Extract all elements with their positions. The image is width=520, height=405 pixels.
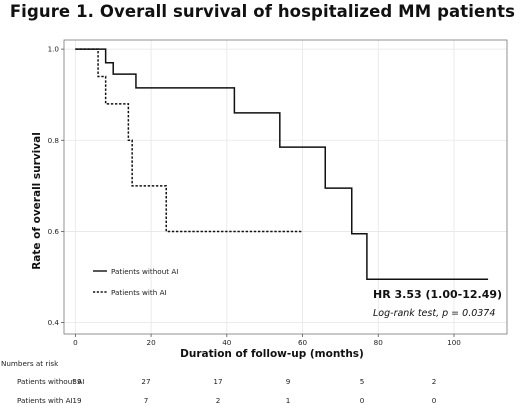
legend-label-with-ai: Patients with AI bbox=[111, 288, 167, 297]
x-axis-ticks: 0 20 40 60 80 100 bbox=[73, 334, 461, 347]
risk-value: 39 bbox=[72, 377, 82, 386]
risk-value: 9 bbox=[286, 377, 291, 386]
risk-table-header: Numbers at risk bbox=[1, 359, 59, 368]
logrank-annotation: Log-rank test, p = 0.0374 bbox=[373, 308, 495, 319]
x-tick-label: 80 bbox=[374, 338, 384, 347]
risk-value: 19 bbox=[72, 396, 82, 405]
x-tick-label: 100 bbox=[447, 338, 461, 347]
x-axis-label: Duration of follow-up (months) bbox=[180, 348, 364, 360]
legend: Patients without AI Patients with AI bbox=[93, 267, 178, 297]
km-curve-with-ai bbox=[75, 48, 303, 233]
y-tick-label: 0.6 bbox=[48, 227, 60, 236]
x-tick-label: 40 bbox=[222, 338, 232, 347]
x-tick-label: 20 bbox=[147, 338, 157, 347]
grid-lines bbox=[64, 40, 507, 334]
risk-value: 2 bbox=[432, 377, 437, 386]
risk-value: 1 bbox=[286, 396, 291, 405]
y-axis-ticks: 0.4 0.6 0.8 1.0 bbox=[48, 45, 64, 327]
risk-value: 7 bbox=[144, 396, 149, 405]
risk-value: 0 bbox=[360, 396, 365, 405]
risk-row-label-without-ai: Patients without AI bbox=[17, 377, 84, 386]
risk-value: 27 bbox=[141, 377, 150, 386]
hazard-ratio-annotation: HR 3.53 (1.00-12.49) bbox=[373, 288, 502, 301]
risk-value: 17 bbox=[213, 377, 222, 386]
risk-row-label-with-ai: Patients with AI bbox=[17, 396, 73, 405]
risk-table-values: 39 27 17 9 5 2 19 7 2 1 0 0 bbox=[72, 377, 436, 405]
y-axis-label: Rate of overall survival bbox=[31, 132, 43, 270]
risk-value: 5 bbox=[360, 377, 365, 386]
survival-curves bbox=[75, 48, 489, 281]
plot-frame bbox=[63, 39, 508, 335]
y-tick-label: 0.8 bbox=[48, 136, 60, 145]
y-tick-label: 1.0 bbox=[48, 45, 60, 54]
x-tick-label: 60 bbox=[298, 338, 308, 347]
figure-title: Figure 1. Overall survival of hospitaliz… bbox=[9, 2, 515, 21]
x-tick-label: 0 bbox=[73, 338, 78, 347]
risk-value: 0 bbox=[432, 396, 437, 405]
km-curve-without-ai bbox=[75, 48, 489, 281]
risk-value: 2 bbox=[216, 396, 221, 405]
legend-label-without-ai: Patients without AI bbox=[111, 267, 178, 276]
y-tick-label: 0.4 bbox=[48, 318, 60, 327]
